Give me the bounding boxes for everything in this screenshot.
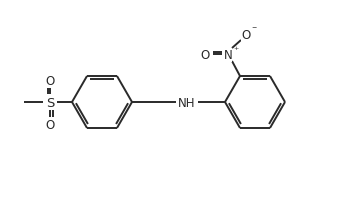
Text: $^-$: $^-$ — [250, 23, 258, 33]
Text: O: O — [200, 49, 210, 62]
Text: S: S — [46, 97, 54, 110]
Text: N: N — [224, 49, 233, 62]
Text: O: O — [45, 119, 55, 132]
Text: $^+$: $^+$ — [232, 46, 240, 55]
Text: NH: NH — [178, 97, 196, 110]
Text: O: O — [242, 29, 251, 42]
Text: O: O — [45, 75, 55, 88]
